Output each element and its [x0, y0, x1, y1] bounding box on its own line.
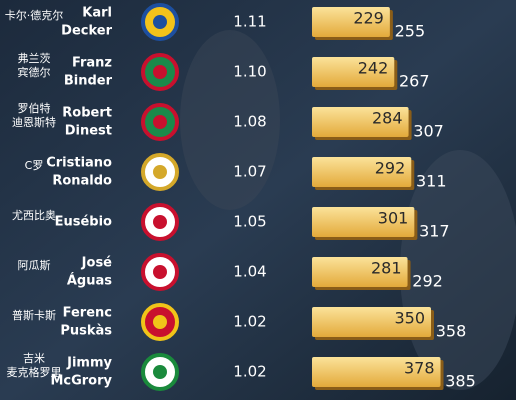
ratio: 1.10: [233, 63, 266, 81]
chinese-name: 卡尔·德克尔: [5, 8, 64, 22]
games-label: 311: [416, 172, 447, 191]
english-name: Binder: [64, 74, 113, 89]
chinese-name: 宾德尔: [18, 65, 51, 79]
chinese-name: 麦克格罗里: [7, 365, 62, 379]
chinese-name: 弗兰茨: [18, 51, 51, 65]
club-logo-center: [153, 15, 167, 29]
english-name: Robert: [62, 106, 112, 121]
club-logo-center: [153, 265, 167, 279]
goals-label: 292: [375, 159, 406, 178]
english-name: Águas: [67, 273, 112, 289]
photo-shade: [180, 30, 280, 210]
goals-label: 301: [378, 209, 409, 228]
games-label: 267: [399, 72, 430, 91]
english-name: Cristiano: [46, 156, 112, 171]
games-label: 358: [436, 322, 467, 341]
bar: [312, 257, 408, 287]
english-name: Jimmy: [66, 356, 112, 371]
club-logo-center: [153, 165, 167, 179]
games-label: 292: [412, 272, 443, 291]
games-label: 385: [445, 372, 476, 391]
games-label: 307: [413, 122, 444, 141]
english-name: Dinest: [65, 124, 112, 139]
english-name: Franz: [72, 56, 112, 71]
english-name: Decker: [61, 24, 112, 39]
games-label: 255: [395, 22, 426, 41]
ratio: 1.02: [233, 363, 266, 381]
chinese-name: 阿瓜斯: [18, 259, 51, 272]
bar: [312, 157, 412, 187]
goals-label: 229: [353, 9, 384, 28]
goals-label: 284: [372, 109, 403, 128]
chinese-name: 罗伯特: [18, 101, 51, 115]
club-logo-center: [153, 215, 167, 229]
english-name: José: [81, 256, 113, 271]
chinese-name: 吉米: [23, 352, 45, 365]
club-logo-center: [153, 115, 167, 129]
ratio: 1.05: [233, 213, 266, 231]
bar: [312, 307, 431, 337]
goals-label: 281: [371, 259, 402, 278]
chinese-name: 普斯卡斯: [12, 308, 56, 322]
chinese-name: 尤西比奥: [12, 208, 56, 222]
english-name: Karl: [82, 6, 112, 21]
english-name: Puskàs: [60, 324, 112, 339]
bar: [312, 357, 441, 387]
ratio: 1.07: [233, 163, 266, 181]
club-logo-center: [153, 65, 167, 79]
english-name: Ferenc: [63, 306, 112, 321]
games-label: 317: [419, 222, 450, 241]
english-name: McGrory: [50, 374, 112, 389]
club-logo-center: [153, 315, 167, 329]
club-logo-center: [153, 365, 167, 379]
english-name: Eusébio: [55, 215, 112, 230]
ratio: 1.02: [233, 313, 266, 331]
goals-label: 242: [358, 59, 389, 78]
bar: [312, 57, 395, 87]
chinese-name: 迪恩斯特: [12, 115, 56, 129]
goals-label: 378: [404, 359, 435, 378]
ratio: 1.08: [233, 113, 266, 131]
bar: [312, 107, 409, 137]
bar: [312, 207, 415, 237]
english-name: Ronaldo: [52, 174, 112, 189]
chinese-name: C罗: [25, 159, 44, 172]
bar: [312, 7, 390, 37]
ratio: 1.11: [233, 13, 266, 31]
ratio: 1.04: [233, 263, 266, 281]
goals-label: 350: [394, 309, 425, 328]
